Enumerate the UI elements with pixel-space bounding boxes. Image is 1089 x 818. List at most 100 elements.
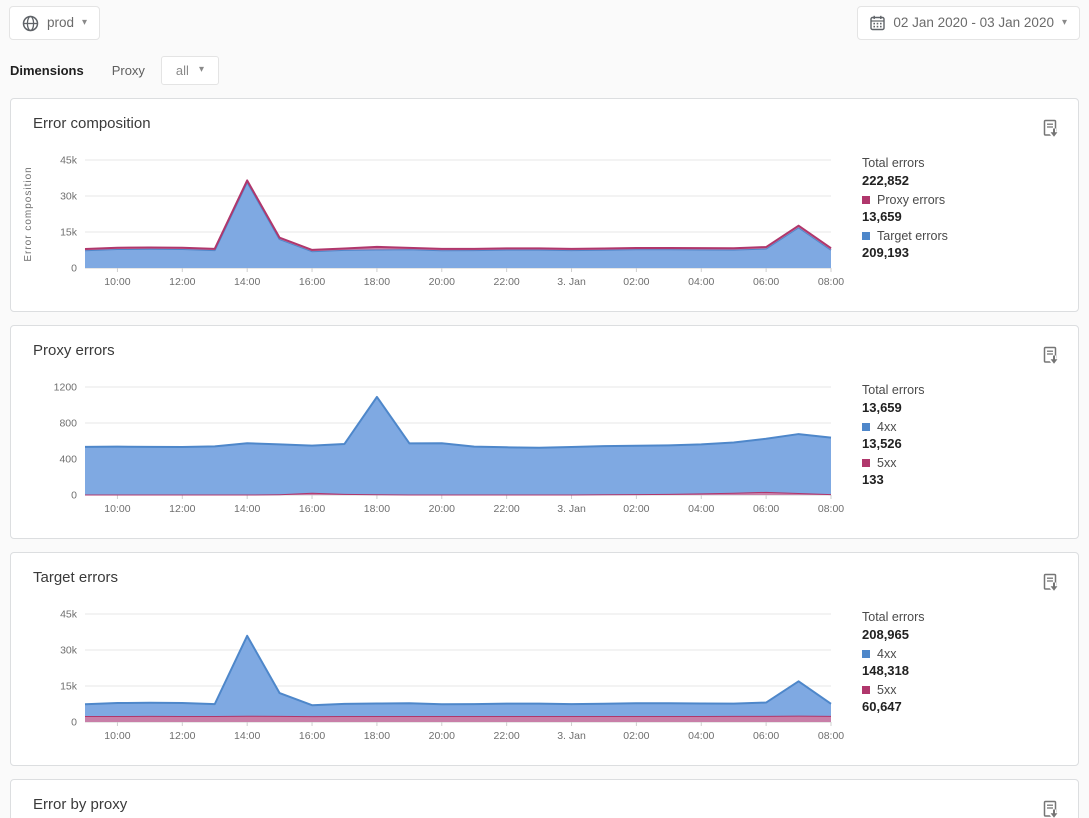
svg-text:0: 0	[71, 263, 77, 275]
svg-text:04:00: 04:00	[688, 730, 714, 742]
legend-series-item[interactable]: Proxy errors	[862, 193, 1068, 207]
top-bar: prod ▾ 02 Jan 2020 - 03 Jan 2020 ▾	[0, 0, 1089, 40]
svg-text:14:00: 14:00	[234, 503, 260, 515]
svg-text:0: 0	[71, 490, 77, 502]
svg-text:10:00: 10:00	[104, 730, 130, 742]
legend-series-label: 5xx	[877, 683, 897, 697]
svg-text:15k: 15k	[60, 227, 78, 239]
svg-text:10:00: 10:00	[104, 276, 130, 288]
export-report-icon[interactable]	[1042, 119, 1060, 144]
legend-series-item[interactable]: Target errors	[862, 229, 1068, 243]
svg-text:16:00: 16:00	[299, 503, 325, 515]
legend-series-label: 4xx	[877, 647, 897, 661]
legend-series-label: Proxy errors	[877, 193, 946, 207]
chart-title: Error by proxy	[33, 796, 128, 813]
svg-text:30k: 30k	[60, 645, 78, 657]
caret-down-icon: ▾	[198, 64, 204, 75]
error-composition-legend: Total errors 222,852 Proxy errors 13,659 Tar…	[856, 146, 1078, 311]
svg-text:20:00: 20:00	[429, 276, 455, 288]
caret-down-icon: ▾	[82, 17, 88, 28]
svg-text:18:00: 18:00	[364, 503, 390, 515]
svg-text:Error composition: Error composition	[23, 166, 34, 261]
legend-total-label: Total errors	[862, 383, 925, 397]
svg-text:02:00: 02:00	[623, 730, 649, 742]
svg-text:12:00: 12:00	[169, 503, 195, 515]
chart-title: Error composition	[33, 115, 151, 132]
legend-series-swatch	[862, 423, 870, 431]
svg-text:20:00: 20:00	[429, 730, 455, 742]
legend-series-item[interactable]: 4xx	[862, 647, 1068, 661]
legend-series-item[interactable]: 4xx	[862, 420, 1068, 434]
legend-series-value: 60,647	[862, 699, 902, 714]
export-report-icon[interactable]	[1042, 573, 1060, 598]
svg-text:0: 0	[71, 717, 77, 729]
svg-text:02:00: 02:00	[623, 276, 649, 288]
card-target-errors: Target errors 0 15k 30k 45k 10:00 12:00 14:00 1…	[10, 552, 1079, 766]
svg-text:18:00: 18:00	[364, 276, 390, 288]
svg-text:22:00: 22:00	[494, 276, 520, 288]
svg-text:22:00: 22:00	[494, 503, 520, 515]
legend-series-label: 4xx	[877, 420, 897, 434]
proxy-filter-value: all	[175, 62, 189, 78]
svg-text:16:00: 16:00	[299, 730, 325, 742]
environment-selector[interactable]: prod ▾	[9, 6, 101, 40]
target-errors-legend: Total errors 208,965 4xx 148,318 5xx 60,647	[856, 600, 1078, 765]
dimensions-bar: Dimensions Proxy all ▾	[10, 54, 1079, 86]
legend-total-value: 208,965	[862, 627, 909, 642]
legend-series-label: 5xx	[877, 456, 897, 470]
svg-text:3. Jan: 3. Jan	[557, 503, 586, 515]
svg-text:1200: 1200	[54, 382, 78, 394]
svg-text:12:00: 12:00	[169, 276, 195, 288]
svg-text:16:00: 16:00	[299, 276, 325, 288]
date-range-selector[interactable]: 02 Jan 2020 - 03 Jan 2020 ▾	[857, 6, 1080, 40]
environment-label: prod	[47, 15, 75, 30]
svg-text:30k: 30k	[60, 191, 78, 203]
legend-series-swatch	[862, 232, 870, 240]
svg-text:14:00: 14:00	[234, 276, 260, 288]
legend-series-swatch	[862, 650, 870, 658]
legend-total-value: 13,659	[862, 400, 902, 415]
svg-text:15k: 15k	[60, 681, 78, 693]
caret-down-icon: ▾	[1061, 17, 1067, 28]
svg-text:08:00: 08:00	[818, 276, 844, 288]
export-report-icon[interactable]	[1042, 346, 1060, 371]
error-composition-chart: 0 15k 30k 45k 10:00 12:00 14:00 16:00 18:00 20:00…	[23, 155, 844, 289]
globe-icon	[22, 15, 39, 32]
date-range-label: 02 Jan 2020 - 03 Jan 2020	[893, 15, 1054, 30]
svg-text:20:00: 20:00	[429, 503, 455, 515]
proxy-filter-label: Proxy	[111, 62, 145, 78]
legend-total-label: Total errors	[862, 610, 925, 624]
legend-series-value: 148,318	[862, 663, 909, 678]
legend-series-value: 209,193	[862, 245, 909, 260]
card-error-by-proxy: Error by proxy 240k minty	[10, 779, 1079, 818]
card-proxy-errors: Proxy errors 0 400 800 1200 10:00 12:00 14:00 1…	[10, 325, 1079, 539]
legend-series-item[interactable]: 5xx	[862, 456, 1068, 470]
chart-title: Proxy errors	[33, 342, 115, 359]
svg-text:04:00: 04:00	[688, 276, 714, 288]
export-report-icon[interactable]	[1042, 800, 1060, 818]
svg-text:45k: 45k	[60, 155, 78, 167]
svg-text:06:00: 06:00	[753, 730, 779, 742]
legend-series-value: 13,659	[862, 209, 902, 224]
svg-text:3. Jan: 3. Jan	[557, 730, 586, 742]
svg-text:400: 400	[59, 454, 77, 466]
chart-title: Target errors	[33, 569, 119, 586]
proxy-filter-select[interactable]: all ▾	[160, 55, 219, 85]
card-error-composition: Error composition 0 15k 30k 45k 10:00 12:00 14…	[10, 98, 1079, 312]
proxy-errors-chart: 0 400 800 1200 10:00 12:00 14:00 16:00 18:00 20:0…	[54, 382, 845, 516]
svg-text:800: 800	[59, 418, 77, 430]
legend-total-label: Total errors	[862, 156, 925, 170]
svg-text:45k: 45k	[60, 609, 78, 621]
svg-text:14:00: 14:00	[234, 730, 260, 742]
svg-text:12:00: 12:00	[169, 730, 195, 742]
legend-series-swatch	[862, 459, 870, 467]
legend-series-swatch	[862, 196, 870, 204]
calendar-icon	[870, 15, 886, 31]
svg-text:02:00: 02:00	[623, 503, 649, 515]
proxy-errors-legend: Total errors 13,659 4xx 13,526 5xx 133	[856, 373, 1078, 538]
legend-total-value: 222,852	[862, 173, 909, 188]
legend-series-value: 133	[862, 472, 884, 487]
legend-series-item[interactable]: 5xx	[862, 683, 1068, 697]
svg-text:3. Jan: 3. Jan	[557, 276, 586, 288]
svg-text:08:00: 08:00	[818, 503, 844, 515]
